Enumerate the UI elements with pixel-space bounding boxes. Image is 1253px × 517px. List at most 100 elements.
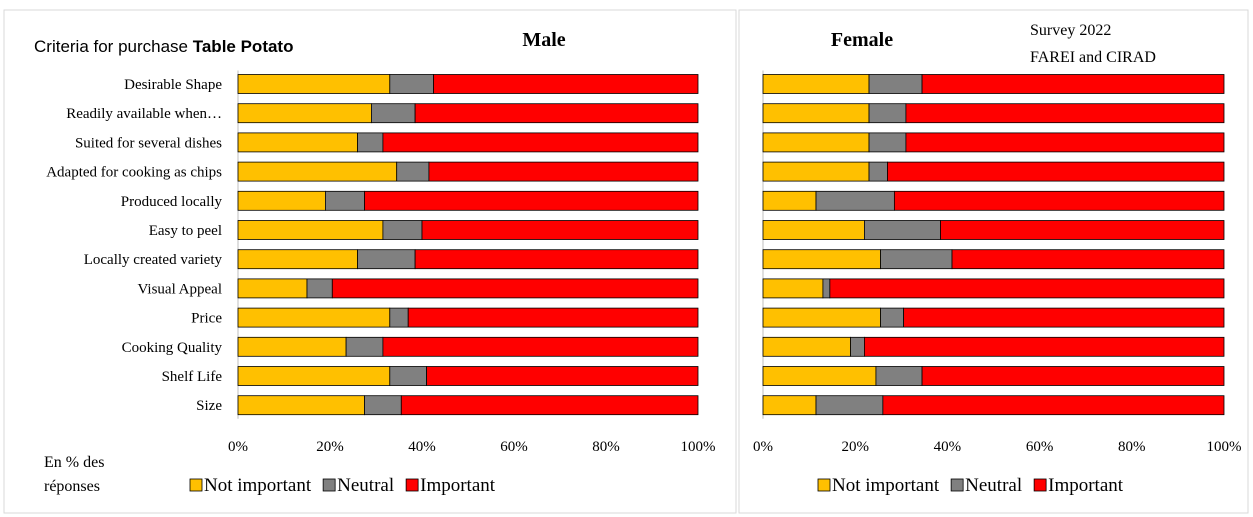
male-chart: Male Desirable Shape Readily available whe…	[46, 29, 715, 496]
criteria-heading: Criteria for purchase Table Potato	[34, 37, 293, 56]
female-bar-important	[905, 132, 1225, 153]
male-bar-important	[331, 278, 699, 299]
female-bar-not-important	[762, 366, 877, 386]
right-panel-border	[738, 9, 1249, 514]
male-x-tick-label: 0%	[228, 439, 248, 455]
male-bar-neutral	[396, 161, 430, 182]
female-bar-important	[951, 249, 1225, 270]
female-bar-not-important	[762, 132, 870, 153]
male-bar-not-important	[237, 366, 391, 386]
male-bar-not-important	[237, 103, 372, 124]
category-label: Suited for several dishes	[75, 135, 222, 151]
unit-line-1: En % des	[44, 454, 104, 471]
male-bar-important	[421, 220, 699, 240]
male-bar-not-important	[237, 220, 384, 240]
female-bar-important	[905, 103, 1225, 124]
category-label: Readily available when…	[66, 106, 222, 122]
female-bar-neutral	[868, 132, 907, 153]
female-bar-not-important	[762, 161, 870, 182]
female-bar-not-important	[762, 220, 865, 240]
female-bar-not-important	[762, 278, 824, 299]
male-bar-not-important	[237, 161, 398, 182]
female-x-tick-label: 40%	[934, 439, 962, 455]
female-legend-label-important: Important	[1048, 475, 1124, 496]
female-bar-important	[882, 395, 1225, 416]
category-label: Size	[196, 398, 222, 414]
unit-line-2: réponses	[44, 478, 100, 495]
female-bar-not-important	[762, 103, 870, 124]
female-x-tick-label: 20%	[841, 439, 869, 455]
male-bar-neutral	[389, 366, 427, 386]
male-bar-neutral	[357, 132, 384, 153]
left-panel-border	[3, 9, 737, 514]
male-bar-neutral	[345, 336, 384, 357]
male-bar-important	[433, 74, 699, 94]
survey-line-1: Survey 2022	[1030, 22, 1111, 39]
category-label: Desirable Shape	[124, 77, 222, 93]
female-bar-neutral	[875, 366, 923, 386]
male-bar-neutral	[324, 190, 365, 211]
female-bar-important	[921, 366, 1225, 386]
female-bar-not-important	[762, 307, 881, 328]
female-bar-neutral	[815, 395, 884, 416]
male-bar-neutral	[389, 74, 434, 94]
female-legend-swatch-neutral	[950, 478, 964, 492]
female-x-tick-label: 0%	[753, 439, 773, 455]
male-bar-not-important	[237, 74, 391, 94]
male-chart-title: Male	[522, 29, 565, 51]
female-bar-important	[887, 161, 1225, 182]
female-bar-neutral	[850, 336, 865, 357]
female-bar-not-important	[762, 336, 851, 357]
male-bar-important	[428, 161, 699, 182]
female-legend-label-not-important: Not important	[832, 475, 940, 496]
male-x-tick-label: 100%	[681, 439, 716, 455]
female-chart: Female 0% 20% 40% 60% 80% 100% Not important Neu…	[753, 29, 1242, 496]
category-label: Adapted for cooking as chips	[46, 165, 222, 181]
male-bar-not-important	[237, 336, 347, 357]
male-bar-important	[382, 336, 699, 357]
male-bar-neutral	[357, 249, 416, 270]
female-bar-neutral	[880, 249, 953, 270]
female-bar-neutral	[864, 220, 941, 240]
male-bar-neutral	[389, 307, 409, 328]
male-x-tick-label: 20%	[316, 439, 344, 455]
female-bar-neutral	[815, 190, 895, 211]
male-bar-important	[407, 307, 699, 328]
criteria-product: Table Potato	[193, 37, 294, 56]
female-bar-not-important	[762, 249, 881, 270]
female-chart-title: Female	[831, 29, 893, 51]
male-x-tick-label: 80%	[592, 439, 620, 455]
male-bar-neutral	[306, 278, 333, 299]
female-bar-important	[921, 74, 1225, 94]
female-bar-important	[864, 336, 1225, 357]
male-legend-swatch-neutral	[322, 478, 336, 492]
male-legend-swatch-not-important	[189, 478, 203, 492]
male-legend-label-important: Important	[420, 475, 496, 496]
male-legend-swatch-important	[405, 478, 419, 492]
category-label: Shelf Life	[162, 369, 223, 385]
female-bar-important	[940, 220, 1225, 240]
male-legend-label-not-important: Not important	[204, 475, 312, 496]
category-label: Locally created variety	[84, 252, 223, 268]
female-bar-neutral	[822, 278, 831, 299]
male-bar-important	[400, 395, 699, 416]
male-bar-important	[426, 366, 699, 386]
female-bar-neutral	[868, 161, 888, 182]
male-legend-label-neutral: Neutral	[337, 475, 394, 496]
female-bar-not-important	[762, 74, 870, 94]
male-bar-not-important	[237, 190, 326, 211]
male-bar-neutral	[370, 103, 416, 124]
female-legend-swatch-important	[1033, 478, 1047, 492]
female-bar-neutral	[868, 103, 907, 124]
male-bar-not-important	[237, 278, 308, 299]
female-bar-important	[893, 190, 1225, 211]
male-bar-not-important	[237, 395, 365, 416]
criteria-label: Criteria for purchase	[34, 37, 193, 56]
female-x-tick-label: 60%	[1026, 439, 1054, 455]
survey-line-2: FAREI and CIRAD	[1030, 49, 1156, 66]
male-bar-neutral	[364, 395, 402, 416]
male-bar-important	[414, 249, 699, 270]
male-bar-important	[414, 103, 699, 124]
category-label: Cooking Quality	[122, 340, 223, 356]
